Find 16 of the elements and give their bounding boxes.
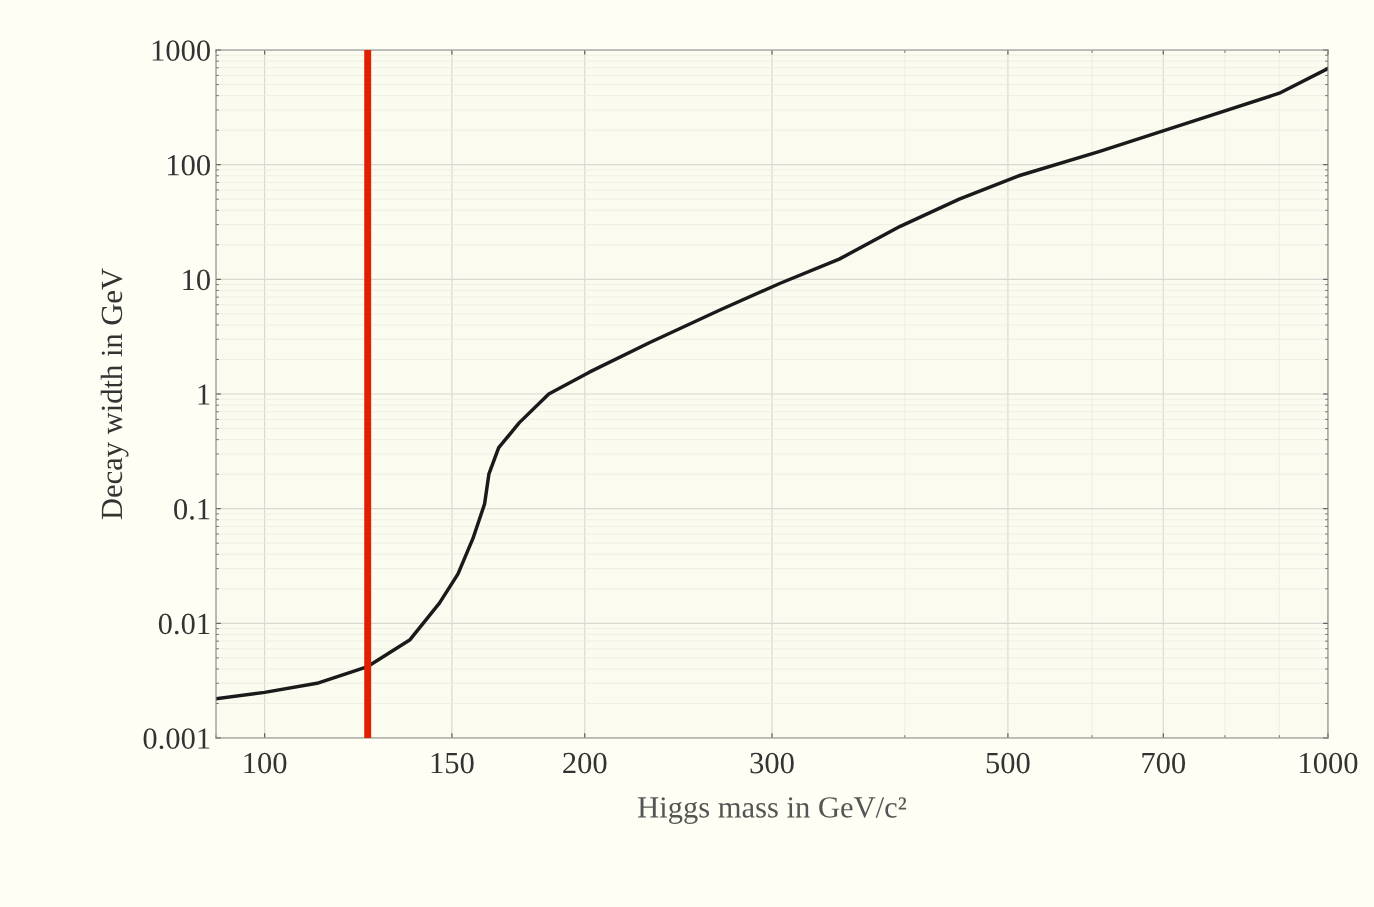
y-tick-label: 10 <box>183 269 210 291</box>
y-tick-label: 1000 <box>152 40 210 61</box>
y-tick-label: 0.1 <box>174 498 210 520</box>
x-tick-label: 700 <box>1142 752 1186 774</box>
y-tick-label: 0.01 <box>158 613 210 635</box>
y-tick-label: 0.001 <box>143 728 210 750</box>
x-tick-label: 100 <box>244 752 287 774</box>
y-tick-label: 1 <box>198 384 210 405</box>
x-tick-label: 150 <box>431 752 474 774</box>
y-axis-title: Decay width in GeV <box>100 268 129 520</box>
x-tick-label: 1000 <box>1300 752 1358 774</box>
x-tick-label: 300 <box>750 752 794 774</box>
y-tick-label: 100 <box>167 154 210 176</box>
x-tick-label: 500 <box>986 752 1030 774</box>
x-tick-label: 200 <box>563 752 607 774</box>
x-axis-title: Higgs mass in GeV/c² <box>638 797 907 824</box>
